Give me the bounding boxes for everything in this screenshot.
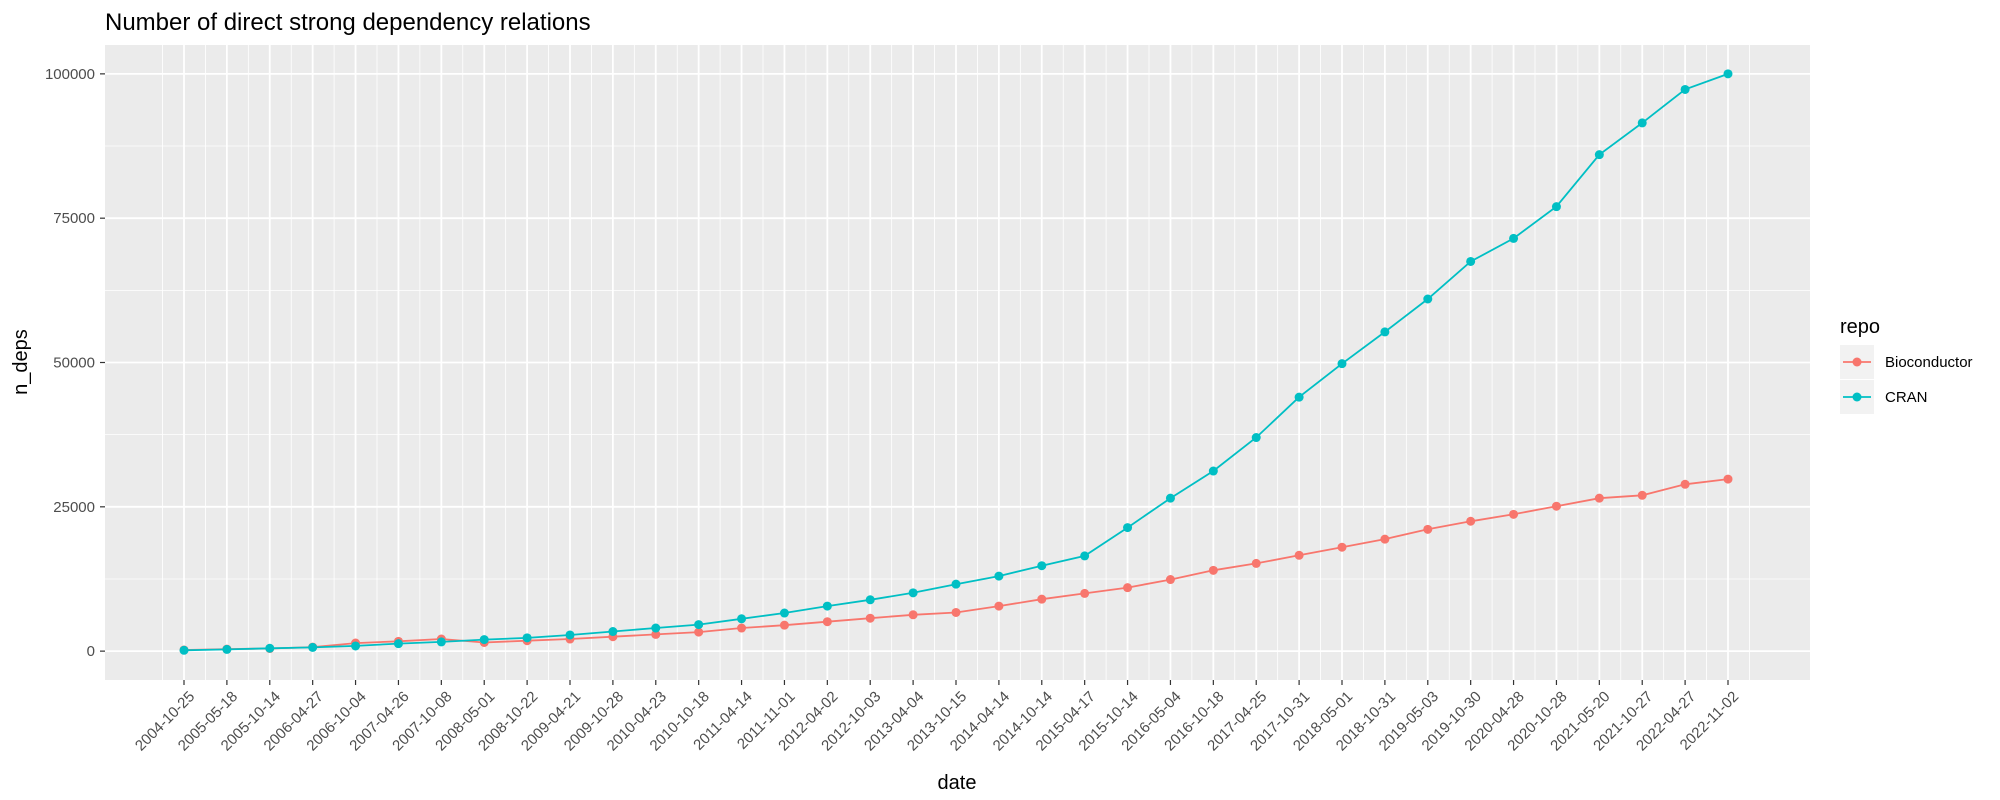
data-point-bioconductor: [1123, 583, 1133, 593]
data-point-cran: [608, 627, 618, 637]
x-axis-title: date: [938, 772, 977, 794]
data-point-cran: [1423, 294, 1433, 304]
data-point-bioconductor: [1251, 558, 1261, 568]
data-point-cran: [994, 571, 1004, 581]
data-point-bioconductor: [865, 613, 875, 623]
data-point-cran: [479, 635, 489, 645]
legend-keys: Bioconductor CRAN: [1840, 345, 1973, 414]
data-point-bioconductor: [1337, 542, 1347, 552]
data-point-cran: [1466, 256, 1476, 266]
data-point-bioconductor: [994, 601, 1004, 611]
chart-title: Number of direct strong dependency relat…: [105, 9, 591, 36]
data-point-cran: [1165, 493, 1175, 503]
data-point-cran: [1551, 202, 1561, 212]
data-point-cran: [522, 633, 532, 643]
data-series: [179, 69, 1733, 655]
legend-item-bioconductor: Bioconductor: [1840, 345, 1973, 379]
data-point-cran: [1080, 551, 1090, 561]
legend-label-bioconductor: Bioconductor: [1885, 354, 1973, 371]
data-point-bioconductor: [1509, 509, 1519, 519]
data-point-cran: [1723, 69, 1733, 79]
series-cran: [179, 69, 1733, 655]
legend-title: repo: [1840, 316, 1880, 338]
data-point-bioconductor: [1551, 501, 1561, 511]
y-axis: 0 25000 50000 75000 100000: [45, 66, 105, 660]
data-point-bioconductor: [1723, 474, 1733, 484]
data-point-cran: [436, 637, 446, 647]
data-point-bioconductor: [1466, 516, 1476, 526]
data-point-bioconductor: [1208, 565, 1218, 575]
data-point-bioconductor: [1294, 550, 1304, 560]
data-point-cran: [908, 588, 918, 598]
y-tick-label: 100000: [45, 66, 95, 83]
y-tick-label: 50000: [53, 355, 95, 372]
data-point-cran: [951, 579, 961, 589]
data-point-bioconductor: [1680, 479, 1690, 489]
data-point-cran: [1208, 466, 1218, 476]
legend: repo Bioconductor CRAN: [1840, 316, 1973, 414]
data-point-bioconductor: [1423, 524, 1433, 534]
data-point-cran: [737, 614, 747, 624]
legend-key-point: [1852, 392, 1862, 402]
data-point-cran: [351, 641, 361, 651]
data-point-cran: [1637, 118, 1647, 128]
data-point-cran: [1294, 392, 1304, 402]
data-point-cran: [179, 645, 189, 655]
data-point-cran: [1251, 433, 1261, 443]
data-point-bioconductor: [694, 627, 704, 637]
data-point-bioconductor: [1037, 594, 1047, 604]
data-point-bioconductor: [908, 610, 918, 620]
data-point-cran: [265, 643, 275, 653]
data-point-cran: [1594, 150, 1604, 160]
data-point-cran: [1037, 561, 1047, 571]
data-point-cran: [1123, 523, 1133, 533]
data-point-bioconductor: [1380, 534, 1390, 544]
y-axis-title: n_deps: [10, 329, 32, 395]
data-point-bioconductor: [1165, 575, 1175, 585]
y-tick-label: 0: [87, 643, 95, 660]
data-point-bioconductor: [822, 617, 832, 627]
y-tick-label: 25000: [53, 499, 95, 516]
data-point-cran: [565, 630, 575, 640]
data-point-bioconductor: [1637, 490, 1647, 500]
data-point-cran: [779, 608, 789, 618]
data-point-bioconductor: [951, 607, 961, 617]
y-tick-label: 75000: [53, 210, 95, 227]
data-point-cran: [1337, 359, 1347, 369]
x-axis: 2004-10-252005-05-182005-10-142006-04-27…: [132, 680, 1742, 754]
data-point-cran: [1680, 84, 1690, 94]
data-point-cran: [308, 642, 318, 652]
data-point-cran: [651, 623, 661, 633]
data-point-cran: [222, 644, 232, 654]
data-point-cran: [694, 620, 704, 630]
data-point-cran: [1509, 233, 1519, 243]
legend-item-cran: CRAN: [1840, 380, 1928, 414]
data-point-cran: [822, 601, 832, 611]
legend-label-cran: CRAN: [1885, 389, 1928, 406]
data-point-bioconductor: [651, 629, 661, 639]
legend-key-point: [1852, 357, 1862, 367]
data-point-bioconductor: [737, 623, 747, 633]
data-point-bioconductor: [1594, 493, 1604, 503]
major-gridlines: [105, 45, 1810, 680]
data-point-bioconductor: [1080, 588, 1090, 598]
data-point-cran: [393, 639, 403, 649]
data-point-cran: [1380, 327, 1390, 337]
data-point-bioconductor: [779, 620, 789, 630]
data-point-cran: [865, 595, 875, 605]
